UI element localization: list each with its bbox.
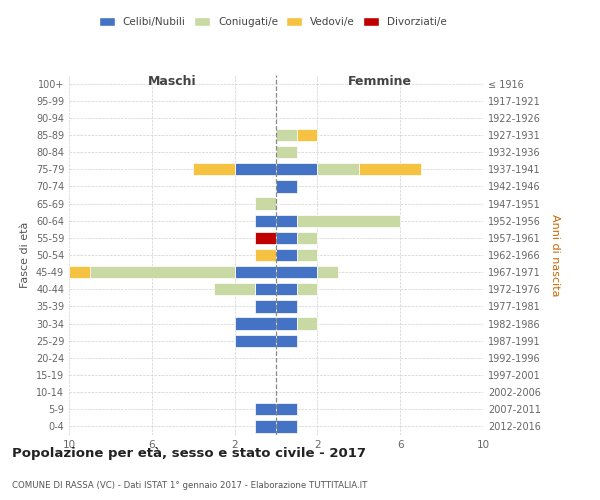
Bar (276, 420, 296, 432)
Bar (256, 232, 276, 244)
Bar (296, 249, 317, 261)
Bar (276, 146, 296, 158)
Bar (276, 403, 296, 415)
Text: Popolazione per età, sesso e stato civile - 2017: Popolazione per età, sesso e stato civil… (12, 448, 366, 460)
Bar (256, 283, 276, 296)
Bar (256, 300, 276, 312)
Bar (235, 266, 276, 278)
Bar (276, 180, 296, 192)
Bar (276, 129, 296, 141)
Bar (276, 283, 296, 296)
Bar (276, 214, 296, 227)
Y-axis label: Anni di nascita: Anni di nascita (550, 214, 560, 296)
Bar (90, 266, 235, 278)
Bar (235, 163, 276, 175)
Bar (276, 266, 317, 278)
Bar (256, 249, 276, 261)
Bar (317, 163, 359, 175)
Bar (235, 334, 276, 347)
Y-axis label: Fasce di età: Fasce di età (20, 222, 30, 288)
Bar (256, 214, 276, 227)
Bar (296, 283, 317, 296)
Bar (296, 318, 317, 330)
Text: Femmine: Femmine (347, 75, 412, 88)
Bar (214, 283, 256, 296)
Text: Maschi: Maschi (148, 75, 197, 88)
Bar (235, 318, 276, 330)
Bar (276, 249, 296, 261)
Bar (276, 163, 317, 175)
Legend: Celibi/Nubili, Coniugati/e, Vedovi/e, Divorziati/e: Celibi/Nubili, Coniugati/e, Vedovi/e, Di… (95, 12, 451, 32)
Bar (256, 403, 276, 415)
Bar (256, 420, 276, 432)
Bar (256, 198, 276, 209)
Bar (276, 318, 296, 330)
Bar (296, 214, 400, 227)
Bar (276, 300, 296, 312)
Bar (317, 266, 338, 278)
Bar (193, 163, 235, 175)
Bar (296, 232, 317, 244)
Bar (276, 334, 296, 347)
Bar (69, 266, 90, 278)
Text: COMUNE DI RASSA (VC) - Dati ISTAT 1° gennaio 2017 - Elaborazione TUTTITALIA.IT: COMUNE DI RASSA (VC) - Dati ISTAT 1° gen… (12, 480, 367, 490)
Bar (276, 232, 296, 244)
Bar (296, 129, 317, 141)
Bar (359, 163, 421, 175)
